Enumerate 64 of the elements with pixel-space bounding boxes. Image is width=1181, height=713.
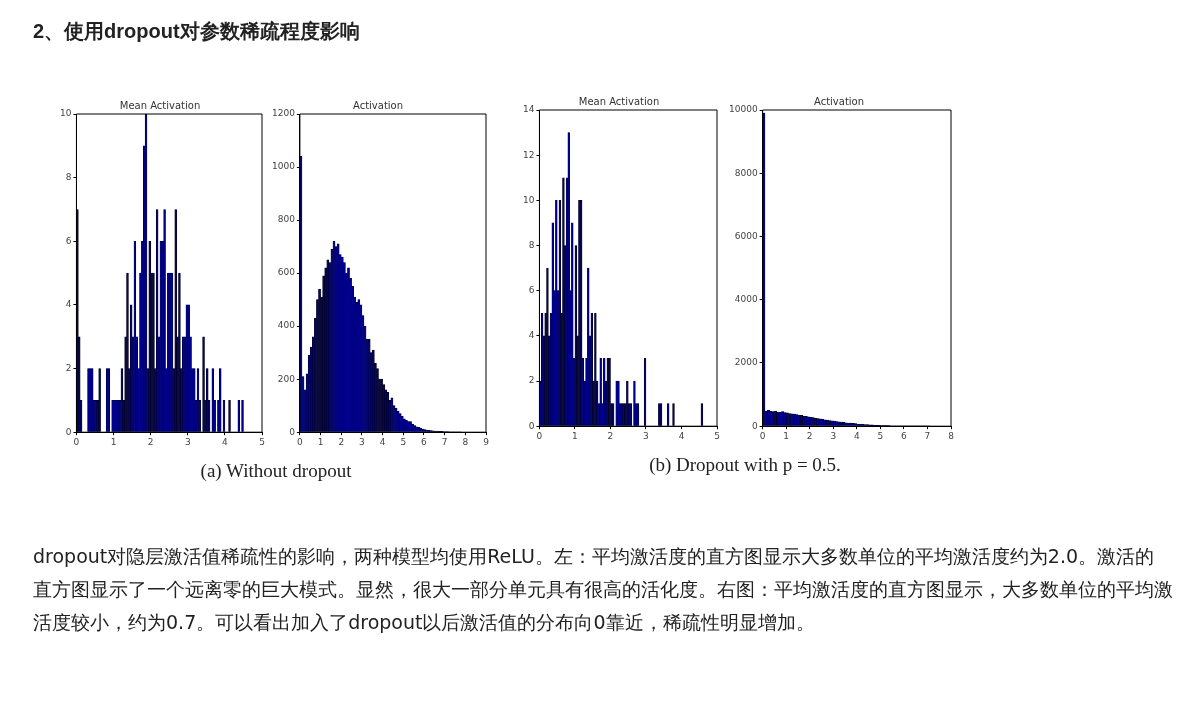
x-tick-label: 5 (714, 430, 720, 441)
x-tick-label: 3 (184, 436, 191, 447)
x-tick-label: 3 (643, 430, 649, 441)
chart-title: Activation (813, 95, 865, 107)
y-tick-label: 0 (528, 420, 535, 431)
chart-title: Activation (352, 99, 404, 111)
x-tick-label: 0 (73, 436, 80, 447)
x-tick-label: 5 (877, 430, 884, 441)
y-tick-label: 4 (528, 330, 535, 341)
y-tick-label: 10 (60, 108, 72, 119)
x-tick-label: 5 (400, 436, 407, 447)
y-tick-label: 6 (65, 235, 72, 246)
x-tick-label: 4 (379, 436, 386, 447)
x-tick-label: 2 (607, 430, 614, 441)
x-tick-label: 8 (462, 436, 469, 447)
x-tick-label: 5 (259, 436, 265, 447)
x-tick-label: 2 (806, 430, 813, 441)
text: dropout对隐层激活值稀疏性的影响，两种模型均使用ReLU。左：平均激活度的直方图显示大多数单位的平均激活度约为2.0。激活的直方图显示了一个远离零的巨大模式。显然，很大一部分单元具有很高的活化度。右图：平均激活度的直方图显示，大多数单位的平均激活度较小，约为0.7。可以看出加入了dropout以后激活值的分布向0靠近，稀疏性明显增加。 (33, 544, 1173, 635)
x-tick-label: 7 (441, 436, 448, 447)
x-tick-label: 1 (110, 436, 117, 447)
x-tick-label: 1 (572, 430, 578, 441)
x-tick-label: 0 (759, 430, 766, 441)
x-tick-label: 6 (421, 436, 428, 447)
chart-title: Mean Activation (119, 99, 201, 111)
text: 2、使用dropout对参数稀疏程度影响 (33, 19, 360, 44)
x-tick-label: 2 (338, 436, 345, 447)
chart-title: Mean Activation (578, 95, 660, 107)
y-tick-label: 10000 (728, 104, 758, 115)
y-tick-label: 200 (277, 373, 296, 384)
x-tick-label: 9 (483, 436, 490, 447)
x-tick-label: 0 (297, 436, 304, 447)
x-tick-label: 1 (317, 436, 324, 447)
y-tick-label: 4 (65, 299, 72, 310)
text: (a) Without dropout (200, 460, 352, 482)
y-tick-label: 2000 (734, 357, 758, 368)
y-tick-label: 8000 (734, 167, 758, 178)
y-tick-label: 6 (528, 285, 535, 296)
y-tick-label: 600 (277, 267, 296, 278)
x-tick-label: 7 (924, 430, 931, 441)
y-tick-label: 8 (65, 171, 72, 182)
x-tick-label: 3 (359, 436, 365, 447)
y-tick-label: 0 (751, 420, 758, 431)
x-tick-label: 4 (222, 436, 229, 447)
y-tick-label: 400 (277, 320, 296, 331)
y-tick-label: 800 (277, 214, 296, 225)
y-tick-label: 1200 (272, 108, 296, 119)
x-tick-label: 3 (830, 430, 837, 441)
x-tick-label: 1 (783, 430, 790, 441)
x-tick-label: 0 (536, 430, 543, 441)
y-tick-label: 2 (528, 375, 535, 386)
y-tick-label: 12 (523, 149, 535, 160)
text: (b) Dropout with p = 0.5. (649, 454, 841, 476)
y-tick-label: 6000 (734, 230, 758, 241)
y-tick-label: 1000 (272, 161, 296, 172)
x-tick-label: 2 (147, 436, 154, 447)
x-tick-label: 6 (901, 430, 908, 441)
y-tick-label: 8 (528, 239, 535, 250)
y-tick-label: 2 (65, 362, 72, 373)
x-tick-label: 8 (948, 430, 955, 441)
x-tick-label: 4 (678, 430, 685, 441)
y-tick-label: 4000 (734, 294, 758, 305)
x-tick-label: 4 (853, 430, 860, 441)
y-tick-label: 14 (523, 104, 535, 115)
y-tick-label: 10 (523, 194, 535, 205)
